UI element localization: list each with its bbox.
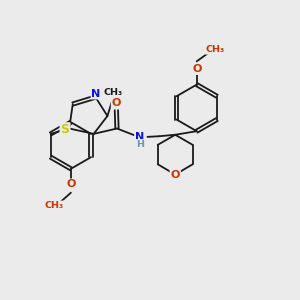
Text: O: O — [192, 64, 201, 74]
Text: N: N — [135, 133, 144, 142]
Text: N: N — [92, 88, 101, 99]
Text: S: S — [61, 123, 70, 136]
Text: CH₃: CH₃ — [103, 88, 122, 97]
Text: O: O — [112, 98, 121, 108]
Text: H: H — [136, 140, 144, 149]
Text: O: O — [170, 169, 180, 180]
Text: O: O — [66, 179, 76, 189]
Text: CH₃: CH₃ — [206, 45, 225, 54]
Text: CH₃: CH₃ — [45, 201, 64, 210]
